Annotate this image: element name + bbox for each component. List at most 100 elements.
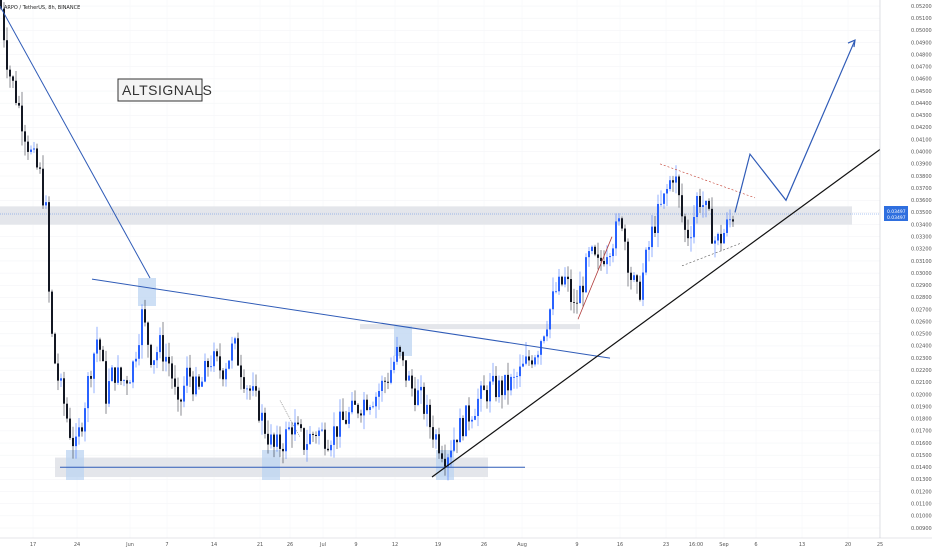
candle-up [84, 408, 86, 432]
candle-down [99, 339, 101, 350]
candle-down [414, 388, 416, 405]
candle-down [501, 380, 503, 396]
pivot-marker [66, 450, 84, 480]
candle-up [552, 291, 554, 310]
candle-down [42, 168, 44, 206]
candle-down [570, 279, 572, 303]
candle-up [549, 309, 551, 330]
candle-down [345, 419, 347, 424]
candle-up [690, 237, 692, 239]
candle-up [498, 380, 500, 398]
candle-up [645, 249, 647, 273]
candle-down [39, 167, 41, 169]
candle-down [699, 195, 701, 208]
candle-up [390, 370, 392, 383]
time-tick-label: 20 [845, 542, 851, 548]
time-tick-label: 21 [257, 542, 263, 548]
candle-down [102, 349, 104, 362]
candle-down [603, 260, 605, 265]
candle-down [312, 433, 314, 435]
candle-up [87, 376, 89, 409]
candle-up [321, 429, 323, 431]
candle-down [732, 219, 734, 222]
ascending-trendline [431, 112, 931, 478]
price-tick-label: 0.03600 [911, 198, 932, 204]
candle-up [453, 439, 455, 451]
candle-down [27, 141, 29, 152]
time-tick-label: 12 [392, 542, 398, 548]
candle-up [246, 388, 248, 390]
candle-down [357, 404, 359, 414]
candle-down [63, 378, 65, 404]
symbol-label[interactable]: ARPO / TetherUS, 8h, BINANCE [4, 5, 80, 11]
price-tick-label: 0.04700 [911, 65, 932, 71]
candle-up [618, 218, 620, 222]
candle-down [567, 276, 569, 280]
candle-up [204, 360, 206, 382]
price-tick-label: 0.04000 [911, 150, 932, 156]
price-axis-bg [880, 0, 932, 550]
candle-down [198, 376, 200, 387]
price-tick-label: 0.03700 [911, 186, 932, 192]
candle-down [687, 229, 689, 239]
candle-up [159, 335, 161, 353]
pivot-marker [262, 450, 280, 480]
price-tick-label: 0.03300 [911, 234, 932, 240]
candle-down [300, 424, 302, 429]
time-axis[interactable]: 17 24 Jun 7 14 21 26 Jul 9 12 19 26 Aug 9 16 23 16:00 Sep… [0, 537, 932, 548]
price-tick-label: 0.01100 [911, 502, 932, 508]
candle-up [93, 353, 95, 379]
time-tick-label: 19 [435, 542, 441, 548]
candle-down [486, 390, 488, 402]
candle-up [585, 257, 587, 293]
candle-down [249, 388, 251, 391]
candle-up [663, 193, 665, 204]
candle-up [564, 276, 566, 285]
candle-up [426, 404, 428, 414]
candle-down [177, 386, 179, 400]
price-tick-label: 0.02400 [911, 344, 932, 350]
candle-down [561, 276, 563, 285]
time-tick-label: 23 [663, 542, 669, 548]
time-tick-label: Sep [719, 542, 728, 548]
candle-down [495, 375, 497, 398]
candle-up [375, 396, 377, 407]
candle-down [0, 0, 2, 9]
candle-up [543, 336, 545, 342]
resistance-zone [0, 206, 852, 225]
candle-up [648, 247, 650, 250]
candle-up [615, 221, 617, 249]
candle-up [228, 360, 230, 369]
price-axis[interactable]: 0.05200 0.05100 0.05000 0.04900 0.04800 0.047… [879, 0, 932, 550]
candle-up [396, 346, 398, 362]
candle-up [555, 291, 557, 293]
price-tick-label: 0.04600 [911, 77, 932, 83]
candle-up [33, 148, 35, 150]
price-tick-label: 0.01600 [911, 441, 932, 447]
candle-up [477, 398, 479, 416]
candle-down [678, 176, 680, 196]
candle-down [36, 148, 38, 168]
price-tick-label: 0.04900 [911, 40, 932, 46]
candle-up [657, 203, 659, 234]
candle-down [405, 360, 407, 381]
pivot-marker [394, 326, 412, 356]
price-tick-label: 0.01400 [911, 465, 932, 471]
candle-down [360, 413, 362, 416]
candle-up [78, 427, 80, 437]
candle-up [348, 412, 350, 424]
candle-up [108, 381, 110, 404]
candle-down [150, 344, 152, 365]
time-tick-label: 17 [30, 542, 36, 548]
candle-up [606, 257, 608, 265]
candle-down [315, 434, 317, 436]
candle-down [72, 437, 74, 447]
price-tick-label: 0.04100 [911, 137, 932, 143]
candle-up [666, 189, 668, 194]
candle-up [288, 427, 290, 430]
descending-trendline-1 [0, 5, 151, 279]
candle-down [432, 427, 434, 440]
candle-down [9, 69, 11, 77]
price-tick-label: 0.03800 [911, 174, 932, 180]
